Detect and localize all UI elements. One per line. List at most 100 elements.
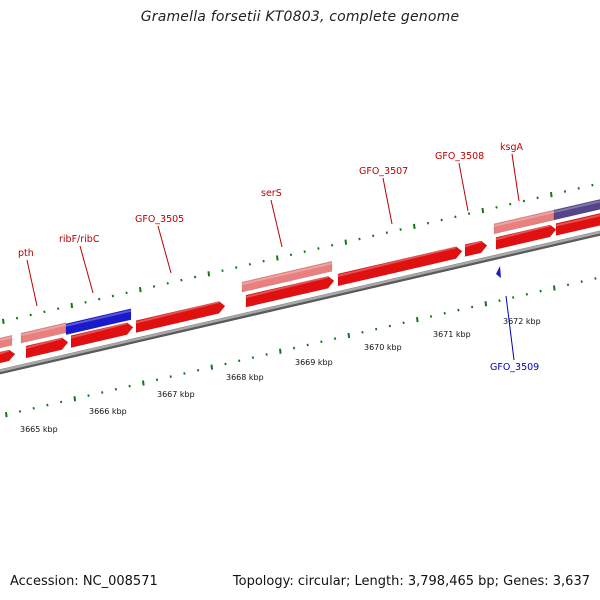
upper-tick bbox=[385, 231, 389, 234]
cds-arrow-shine bbox=[136, 301, 219, 324]
lower-tick bbox=[196, 368, 200, 372]
lower-tick bbox=[292, 346, 296, 350]
upper-tick bbox=[317, 247, 320, 250]
lower-tick bbox=[416, 317, 419, 323]
gene-label-gfo-3505[interactable]: GFO_3505 bbox=[135, 214, 184, 225]
lower-tick bbox=[580, 280, 583, 283]
gene-label-gfo-3507[interactable]: GFO_3507 bbox=[359, 166, 408, 177]
reverse-strand-marker bbox=[496, 266, 501, 278]
cds-arrow-shine bbox=[26, 337, 62, 349]
lower-tick bbox=[333, 337, 337, 340]
feature-box bbox=[241, 260, 333, 293]
lower-tick bbox=[470, 305, 474, 309]
feature-box-purple-shine bbox=[554, 200, 600, 213]
upper-tick bbox=[84, 300, 87, 304]
label-leaders bbox=[26, 153, 520, 361]
lower-tick bbox=[73, 396, 77, 402]
upper-tick bbox=[467, 212, 471, 215]
upper-tick bbox=[591, 183, 594, 187]
lower-tick bbox=[251, 356, 255, 359]
upper-tick bbox=[550, 192, 553, 198]
lower-tick bbox=[18, 410, 22, 413]
backbone-line bbox=[0, 230, 600, 373]
genome-backbone bbox=[0, 230, 600, 375]
leader-line bbox=[26, 259, 38, 307]
map-title: Gramella forsetii KT0803, complete genom… bbox=[140, 9, 460, 25]
upper-tick bbox=[235, 266, 238, 269]
lower-tick bbox=[484, 301, 488, 307]
cds-arrow bbox=[70, 322, 134, 348]
feature-box-shine bbox=[0, 336, 12, 341]
upper-tick bbox=[221, 269, 224, 272]
upper-tick bbox=[426, 221, 430, 225]
upper-tick bbox=[536, 196, 539, 200]
lower-tick bbox=[553, 285, 556, 291]
lower-tick bbox=[87, 394, 90, 397]
lower-tick bbox=[224, 362, 227, 366]
feature-box bbox=[0, 334, 13, 349]
upper-tick bbox=[330, 243, 334, 247]
lower-tick bbox=[265, 353, 268, 356]
lower-tick bbox=[594, 277, 597, 280]
cds-arrow-shine bbox=[465, 240, 481, 248]
upper-tick bbox=[522, 199, 526, 203]
lower-tick-track bbox=[5, 277, 597, 418]
gene-label-pth[interactable]: pth bbox=[18, 248, 34, 259]
upper-tick bbox=[344, 239, 348, 245]
lower-tick bbox=[279, 348, 282, 354]
upper-tick bbox=[166, 281, 169, 285]
gene-label-gfo-3508[interactable]: GFO_3508 bbox=[435, 151, 484, 162]
upper-tick bbox=[276, 255, 279, 261]
feature-box-shine bbox=[494, 210, 554, 227]
lower-tick bbox=[429, 315, 433, 318]
leader-line bbox=[382, 177, 393, 225]
upper-tick bbox=[577, 186, 580, 190]
upper-tick bbox=[43, 310, 46, 314]
upper-tick bbox=[56, 307, 60, 310]
gene-label-sers[interactable]: serS bbox=[261, 188, 282, 199]
lower-tick bbox=[155, 378, 159, 382]
cds-arrow-shine bbox=[71, 322, 127, 339]
upper-tick bbox=[481, 207, 485, 214]
cds-arrow-shine bbox=[246, 275, 328, 299]
lower-tick bbox=[525, 292, 529, 296]
kbp-label-3670: 3670 kbp bbox=[364, 343, 402, 352]
kbp-label-3669: 3669 kbp bbox=[295, 358, 333, 367]
cds-arrow-shine bbox=[0, 349, 9, 355]
leader-line bbox=[511, 153, 520, 202]
lower-tick bbox=[32, 406, 35, 410]
gene-label-ksga[interactable]: ksgA bbox=[500, 142, 523, 153]
lower-tick bbox=[443, 311, 446, 315]
upper-tick bbox=[125, 291, 128, 295]
upper-tick bbox=[2, 318, 5, 324]
feature-box bbox=[493, 209, 555, 235]
feature-box-blue-shine bbox=[66, 309, 131, 327]
feature-box-shine bbox=[242, 262, 332, 286]
leader-line bbox=[79, 245, 94, 294]
lower-tick bbox=[512, 296, 515, 299]
lower-tick bbox=[46, 403, 49, 407]
upper-tick bbox=[193, 275, 197, 279]
lower-tick bbox=[375, 327, 378, 331]
lower-tick bbox=[306, 343, 309, 347]
kbp-label-3665: 3665 kbp bbox=[20, 425, 58, 434]
upper-tick-track bbox=[2, 183, 594, 324]
cds-arrow-shine bbox=[496, 224, 550, 241]
upper-tick bbox=[399, 228, 402, 231]
lower-tick bbox=[320, 340, 323, 344]
lower-tick bbox=[402, 321, 405, 325]
cds-arrow bbox=[245, 275, 335, 308]
lower-tick bbox=[388, 324, 392, 328]
lower-tick bbox=[539, 289, 542, 293]
upper-tick bbox=[509, 202, 512, 206]
upper-tick bbox=[207, 271, 211, 277]
upper-tick bbox=[372, 234, 375, 238]
lower-tick bbox=[361, 330, 364, 334]
leader-line bbox=[505, 295, 515, 361]
cds-arrow-shine bbox=[338, 246, 456, 277]
gene-label-gfo-3509[interactable]: GFO_3509 bbox=[490, 362, 539, 373]
upper-tick bbox=[152, 285, 156, 288]
gene-label-ribf-ribc[interactable]: ribF/ribC bbox=[59, 234, 100, 245]
upper-tick bbox=[358, 237, 361, 241]
